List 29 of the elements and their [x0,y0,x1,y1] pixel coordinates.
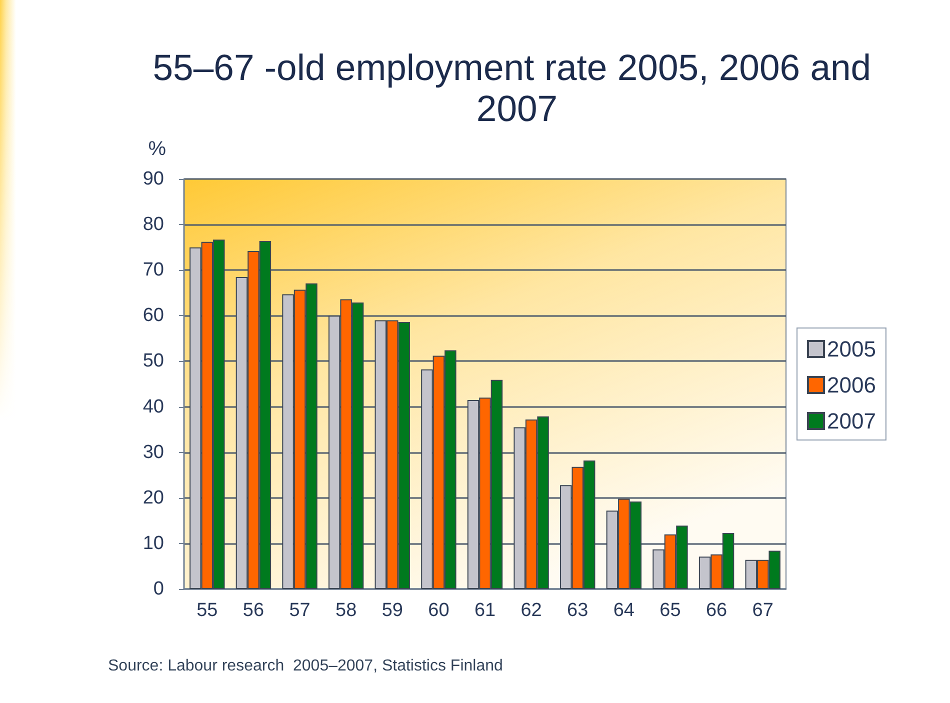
x-tick-label: 64 [613,600,635,621]
x-tick-label: 55 [196,600,218,621]
x-tick-label: 57 [289,600,310,621]
chart-title: 55–67 -old employment rate 2005, 2006 and 2007 [152,47,882,129]
source-note: Source: Labour research 2005–2007, Statistics Finland [108,658,503,674]
x-tick-label: 66 [706,600,728,621]
y-tick-label: 0 [153,578,164,600]
legend-label: 2007 [827,408,876,434]
x-tick-label: 65 [660,600,681,621]
x-tick-label: 61 [474,600,496,621]
x-tick-label: 63 [567,600,588,621]
x-tick-label: 56 [242,600,264,621]
y-tick-label: 50 [142,350,164,372]
y-tick-label: 40 [142,396,164,418]
y-tick-label: 80 [142,214,164,236]
legend-label: 2005 [827,336,876,362]
y-tick-label: 70 [142,260,164,281]
x-tick-label: 60 [428,600,450,621]
y-tick-label: 90 [142,168,164,190]
x-tick-label: 62 [520,600,542,621]
y-tick-label: 10 [142,532,164,554]
legend-label: 2006 [827,372,876,398]
y-tick-label: 60 [142,305,164,326]
y-tick-label: 20 [142,487,164,508]
y-tick-label: 30 [142,442,164,463]
x-tick-label: 67 [752,600,774,621]
x-tick-label: 58 [336,600,357,621]
x-tick-label: 59 [382,600,403,621]
y-axis-title: % [148,138,166,160]
